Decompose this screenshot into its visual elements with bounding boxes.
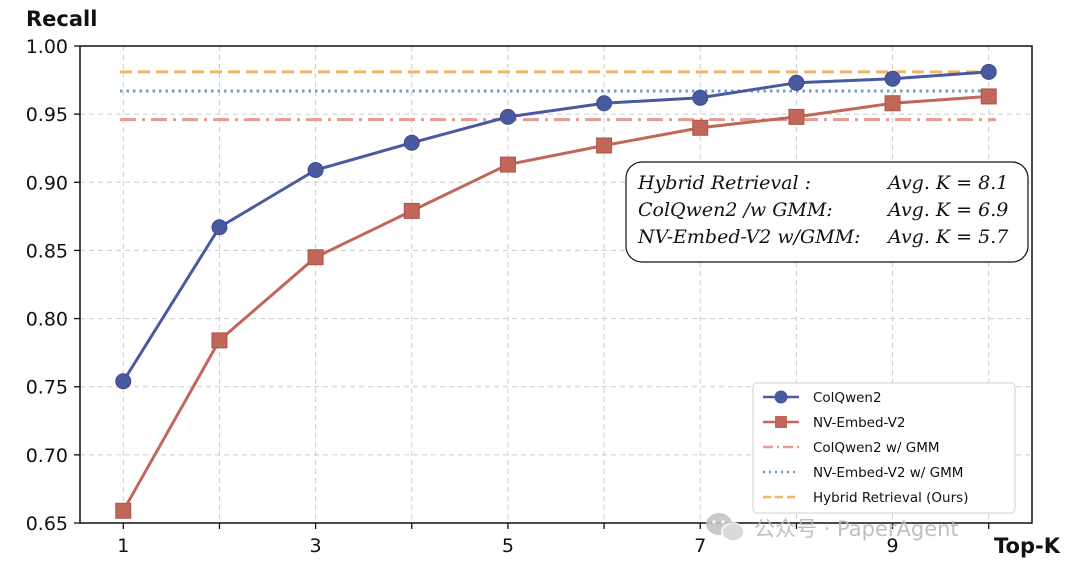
point-colqwen2 bbox=[211, 219, 228, 236]
annotation-label-2: ColQwen2 /w GMM: bbox=[638, 199, 833, 221]
legend-label-nv-embed: NV-Embed-V2 bbox=[813, 415, 905, 431]
y-tick-label: 0.80 bbox=[26, 309, 68, 331]
point-nv-embed bbox=[884, 95, 901, 112]
point-colqwen2 bbox=[692, 89, 709, 106]
annotation-label-3: NV-Embed-V2 w/GMM: bbox=[637, 226, 861, 248]
point-nv-embed bbox=[499, 156, 516, 173]
legend-square-marker bbox=[775, 416, 787, 428]
legend-item-hybrid: Hybrid Retrieval (Ours) bbox=[763, 490, 968, 506]
reference-lines bbox=[120, 70, 996, 122]
legend-item-colqwen2-gmm: ColQwen2 w/ GMM bbox=[763, 440, 939, 456]
y-tick-label: 0.95 bbox=[26, 104, 68, 126]
y-tick-label: 0.75 bbox=[26, 377, 68, 399]
x-tick-label: 1 bbox=[117, 535, 129, 557]
point-nv-embed bbox=[788, 108, 805, 125]
point-colqwen2 bbox=[980, 63, 997, 80]
wechat-icon bbox=[706, 513, 745, 542]
legend-label-colqwen2: ColQwen2 bbox=[813, 390, 882, 406]
y-tick-label: 0.65 bbox=[26, 513, 68, 535]
legend: ColQwen2 NV-Embed-V2 ColQwen2 w/ GMM NV-… bbox=[752, 382, 1016, 514]
point-nv-embed bbox=[115, 502, 132, 519]
point-nv-embed bbox=[307, 249, 324, 266]
point-colqwen2 bbox=[115, 373, 132, 390]
point-nv-embed bbox=[692, 119, 709, 136]
series-line-0 bbox=[122, 70, 989, 383]
plot-frame bbox=[79, 45, 1033, 524]
annotation-label-1: Hybrid Retrieval : bbox=[637, 172, 811, 194]
point-colqwen2 bbox=[788, 74, 805, 91]
watermark-text: 公众号 · PaperAgent bbox=[754, 517, 959, 541]
x-tick-label: 5 bbox=[502, 535, 514, 557]
point-colqwen2 bbox=[499, 108, 516, 125]
y-tick-label: 0.90 bbox=[26, 172, 68, 194]
point-nv-embed bbox=[211, 332, 228, 349]
series-line-1 bbox=[121, 94, 989, 512]
watermark: 公众号 · PaperAgent bbox=[706, 513, 959, 542]
legend-label-colqwen2-gmm: ColQwen2 w/ GMM bbox=[813, 440, 939, 456]
x-tick-label: 9 bbox=[887, 535, 899, 557]
legend-label-hybrid: Hybrid Retrieval (Ours) bbox=[813, 490, 968, 506]
annotation-frame bbox=[625, 161, 1029, 263]
x-axis-title: Top-K bbox=[994, 534, 1061, 558]
axis-ticks bbox=[74, 45, 990, 529]
y-axis-title: Recall bbox=[26, 7, 97, 31]
legend-item-nv-embed: NV-Embed-V2 bbox=[763, 415, 905, 431]
series-lines bbox=[121, 70, 989, 512]
y-tick-label: 1.00 bbox=[26, 36, 68, 58]
tick-labels: 0.65 0.70 0.75 0.80 0.85 0.90 0.95 1.00 1 3 5 7 9 bbox=[26, 36, 899, 557]
legend-label-nv-embed-gmm: NV-Embed-V2 w/ GMM bbox=[813, 465, 963, 481]
point-nv-embed bbox=[403, 202, 420, 219]
annotation-value-2: Avg. K = 6.9 bbox=[886, 199, 1008, 221]
legend-item-nv-embed-gmm: NV-Embed-V2 w/ GMM bbox=[763, 465, 963, 481]
annotation-box: Hybrid Retrieval : Avg. K = 8.1 ColQwen2… bbox=[625, 161, 1029, 263]
x-tick-label: 3 bbox=[310, 535, 322, 557]
legend-frame bbox=[752, 382, 1016, 514]
annotation-value-1: Avg. K = 8.1 bbox=[886, 172, 1008, 194]
legend-circle-marker bbox=[774, 390, 788, 404]
annotation-value-3: Avg. K = 5.7 bbox=[886, 226, 1009, 248]
point-colqwen2 bbox=[307, 162, 324, 179]
series-markers bbox=[115, 63, 997, 519]
point-colqwen2 bbox=[403, 134, 420, 151]
x-tick-label: 7 bbox=[694, 535, 706, 557]
y-tick-label: 0.85 bbox=[26, 240, 68, 262]
point-nv-embed bbox=[980, 88, 997, 105]
legend-item-colqwen2: ColQwen2 bbox=[763, 390, 882, 406]
point-colqwen2 bbox=[596, 95, 613, 112]
y-tick-label: 0.70 bbox=[26, 445, 68, 467]
point-colqwen2 bbox=[884, 70, 901, 87]
point-nv-embed bbox=[596, 137, 613, 154]
